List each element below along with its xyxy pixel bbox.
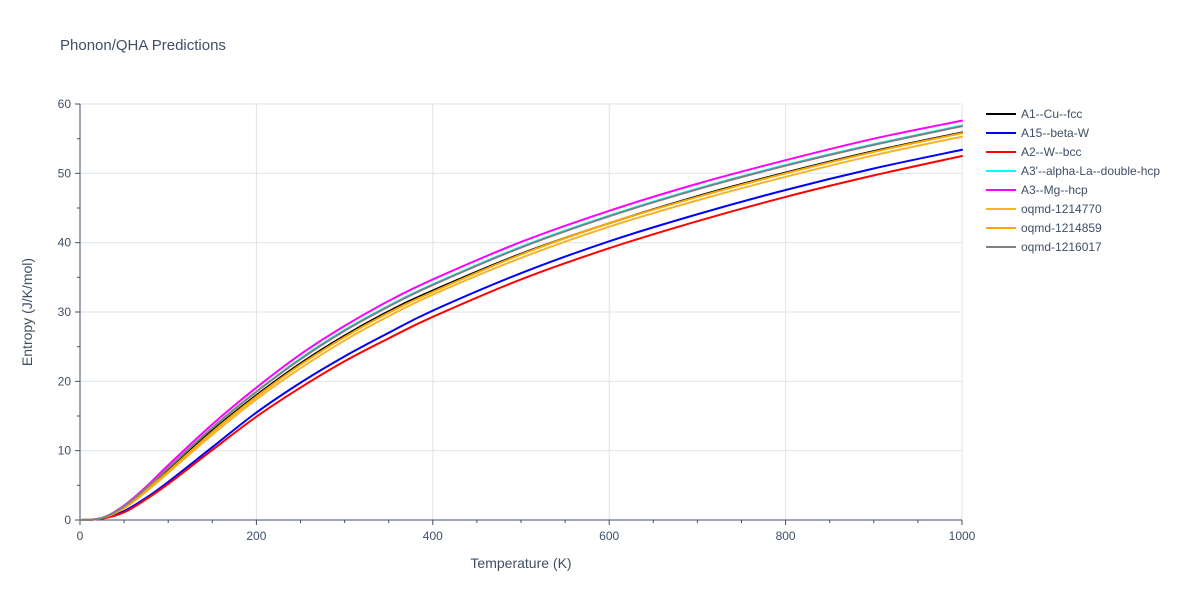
legend-label-oqmd-1214859: oqmd-1214859 [1021, 221, 1102, 235]
y-tick-label: 10 [58, 444, 72, 458]
legend-label-oqmd-1216017: oqmd-1216017 [1021, 240, 1102, 254]
x-axis-label: Temperature (K) [470, 555, 571, 571]
x-tick-label: 0 [77, 529, 84, 543]
legend-label-a3-alpha-la-double-hcp: A3'--alpha-La--double-hcp [1021, 164, 1160, 178]
series-line-a1-cu-fcc [79, 131, 963, 521]
series-line-oqmd-1216017 [79, 125, 963, 521]
series-line-a2-w-bcc [79, 155, 963, 521]
chart-title: Phonon/QHA Predictions [60, 37, 226, 54]
legend-label-a1-cu-fcc: A1--Cu--fcc [1021, 107, 1082, 121]
legend-label-a3-mg-hcp: A3--Mg--hcp [1021, 183, 1088, 197]
legend-label-a2-w-bcc: A2--W--bcc [1021, 145, 1081, 159]
y-tick-label: 20 [58, 374, 72, 388]
y-tick-label: 30 [58, 305, 72, 319]
legend-label-a15-beta-w: A15--beta-W [1021, 126, 1090, 140]
y-tick-label: 50 [58, 166, 72, 180]
legend-label-oqmd-1214770: oqmd-1214770 [1021, 202, 1102, 216]
x-tick-label: 1000 [949, 529, 976, 543]
y-tick-label: 60 [58, 97, 72, 111]
series-line-a15-beta-w [79, 148, 963, 521]
series-line-a3-alpha-la-double-hcp [79, 124, 963, 521]
x-tick-label: 400 [423, 529, 443, 543]
series-lines [79, 119, 963, 521]
series-line-a3-mg-hcp [79, 119, 963, 521]
series-line-oqmd-1214770 [79, 135, 963, 521]
x-tick-label: 600 [599, 529, 619, 543]
series-line-oqmd-1214859 [79, 132, 963, 521]
x-tick-label: 800 [776, 529, 796, 543]
y-tick-label: 40 [58, 236, 72, 250]
legend: A1--Cu--fcc A15--beta-W A2--W--bcc A3'--alp… [986, 107, 1160, 254]
axes: 0 200 400 600 800 1000 0 10 20 30 40 50 60 [58, 97, 976, 543]
x-tick-label: 200 [246, 529, 266, 543]
y-axis-label: Entropy (J/K/mol) [19, 258, 35, 366]
y-tick-label: 0 [64, 513, 71, 527]
